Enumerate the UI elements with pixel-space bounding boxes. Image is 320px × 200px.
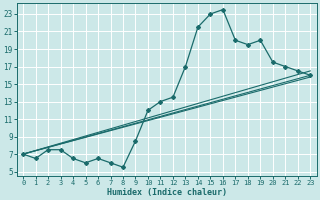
X-axis label: Humidex (Indice chaleur): Humidex (Indice chaleur): [107, 188, 227, 197]
